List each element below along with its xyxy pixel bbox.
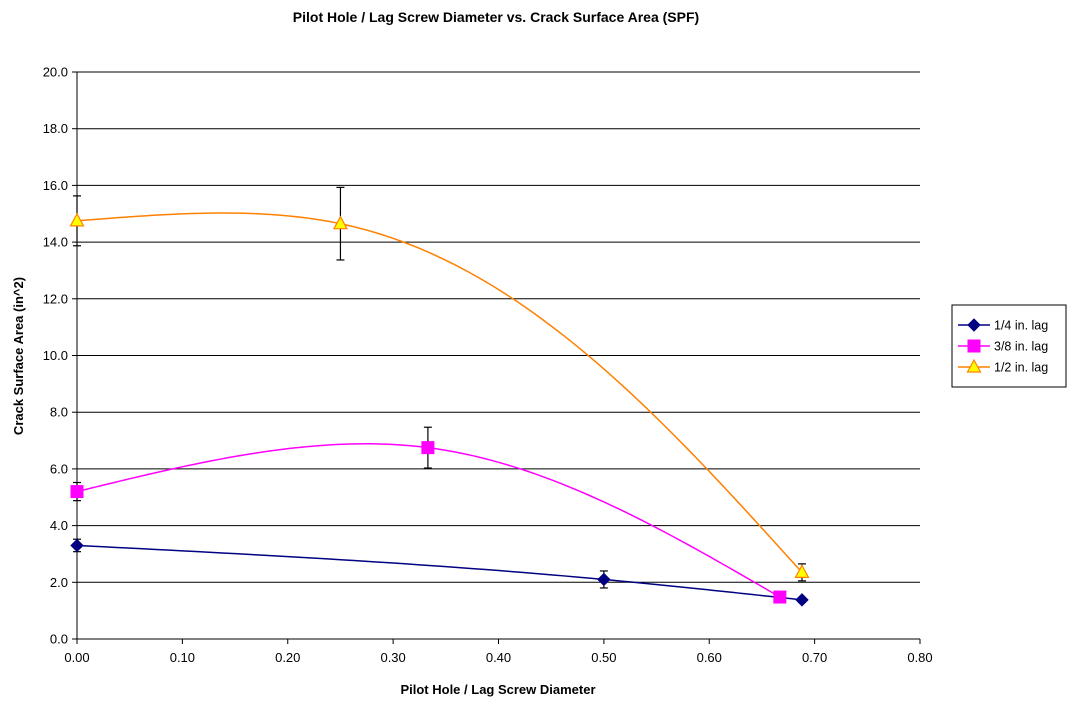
- diamond-marker: [597, 572, 611, 587]
- x-tick-label: 0.20: [275, 650, 300, 665]
- square-marker: [70, 485, 84, 499]
- y-axis-label: Crack Surface Area (in^2): [11, 277, 26, 435]
- legend: 1/4 in. lag 3/8 in. lag 1/2 in. lag: [951, 304, 1067, 388]
- x-tick-label: 0.80: [907, 650, 932, 665]
- x-tick-label: 0.70: [802, 650, 827, 665]
- axes: 0.0 2.0 4.0 6.0 8.0 10.0 12.0 14.0 16.0 18.0 20.0 0…: [43, 65, 933, 666]
- y-tick-label: 14.0: [43, 235, 68, 250]
- legend-item: 1/2 in. lag: [958, 358, 1048, 375]
- legend-label: 1/4 in. lag: [994, 319, 1048, 333]
- square-marker: [421, 441, 435, 455]
- legend-label: 3/8 in. lag: [994, 340, 1048, 354]
- gridlines: [77, 71, 920, 583]
- y-tick-label: 12.0: [43, 291, 68, 306]
- x-tick-label: 0.00: [64, 650, 89, 665]
- series-line: [76, 212, 803, 573]
- diamond-marker: [70, 538, 84, 553]
- diamond-marker: [795, 593, 809, 607]
- series-0: [70, 538, 809, 607]
- y-tick-label: 2.0: [50, 575, 68, 590]
- y-tick-label: 10.0: [43, 348, 68, 363]
- diamond-marker: [967, 318, 981, 332]
- series-line: [76, 544, 803, 601]
- triangle-marker: [794, 564, 810, 578]
- series-2: [69, 186, 810, 582]
- x-tick-label: 0.60: [697, 650, 722, 665]
- legend-label: 1/2 in. lag: [994, 361, 1048, 375]
- y-tick-label: 16.0: [43, 178, 68, 193]
- y-tick-label: 4.0: [50, 518, 68, 533]
- x-tick-label: 0.50: [591, 650, 616, 665]
- x-tick-label: 0.10: [170, 650, 195, 665]
- chart-title: Pilot Hole / Lag Screw Diameter vs. Crac…: [293, 9, 699, 25]
- square-marker: [967, 339, 981, 353]
- y-tick-label: 6.0: [50, 461, 68, 476]
- square-marker: [773, 590, 787, 604]
- y-tick-label: 8.0: [50, 405, 68, 420]
- legend-item: 1/4 in. lag: [958, 318, 1048, 333]
- triangle-marker: [69, 212, 85, 227]
- series-area: [69, 186, 810, 607]
- series-1: [70, 426, 787, 604]
- x-tick-label: 0.30: [380, 650, 405, 665]
- y-tick-label: 20.0: [43, 65, 68, 80]
- x-tick-label: 0.40: [486, 650, 511, 665]
- y-tick-label: 18.0: [43, 121, 68, 136]
- triangle-marker: [332, 215, 348, 230]
- y-tick-label: 0.0: [50, 632, 68, 647]
- legend-item: 3/8 in. lag: [958, 339, 1048, 354]
- x-axis-label: Pilot Hole / Lag Screw Diameter: [400, 682, 595, 697]
- triangle-marker: [966, 358, 982, 373]
